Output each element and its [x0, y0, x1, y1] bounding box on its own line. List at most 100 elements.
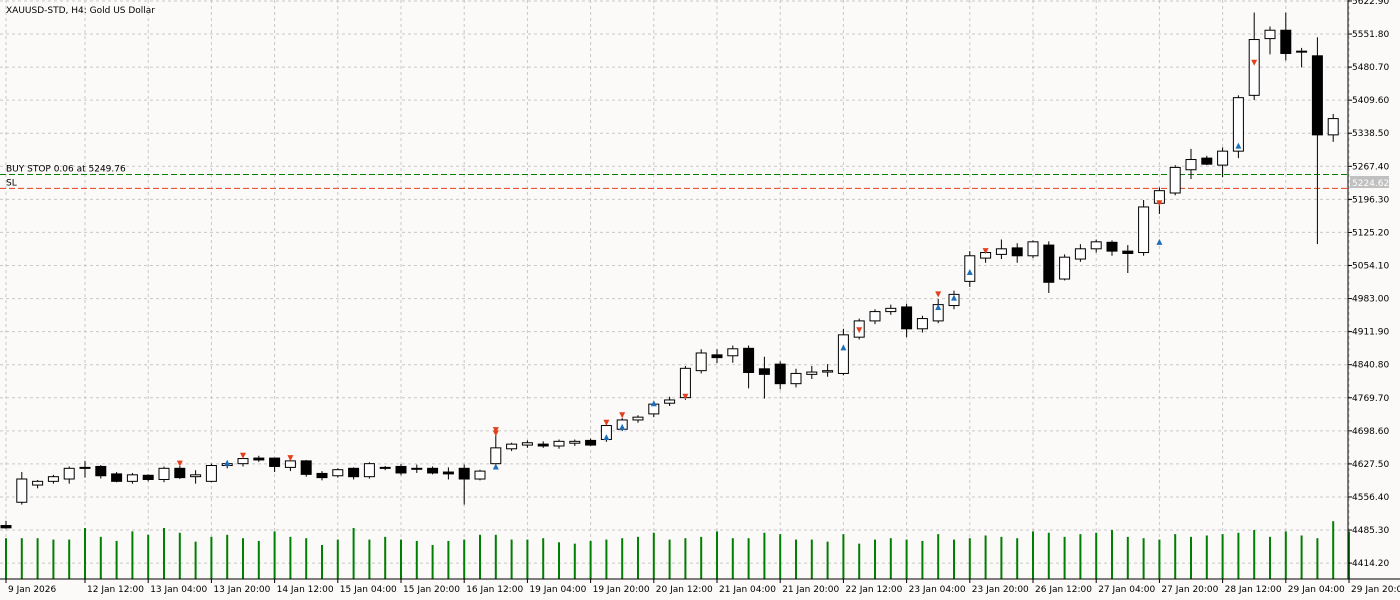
order-label: BUY STOP 0.06 at 5249.76: [6, 165, 126, 175]
y-tick-label: 4485.30: [1352, 526, 1389, 536]
candle-body: [79, 466, 91, 469]
candle-body: [1011, 247, 1023, 257]
candle-body: [727, 348, 739, 357]
candle-body: [1185, 159, 1197, 171]
candle-body: [427, 467, 439, 474]
trade-markers: [176, 59, 1258, 470]
x-tick-label: 13 Jan 20:00: [213, 585, 270, 595]
candle-body: [95, 465, 107, 477]
candle-body: [237, 458, 249, 465]
candle-body: [537, 443, 549, 447]
candle-body: [1327, 118, 1339, 136]
candle-body: [632, 416, 644, 421]
current-price-label: 5224.62: [1350, 176, 1389, 189]
x-tick-label: 13 Jan 04:00: [150, 585, 207, 595]
x-tick-label: 28 Jan 12:00: [1225, 585, 1282, 595]
candle-body: [411, 467, 423, 470]
candle-body: [1122, 250, 1134, 254]
y-axis-ticks: 5622.90 5551.80 5480.70 5409.60 5338.50 5267.…: [1348, 0, 1389, 569]
y-tick-label: 5267.40: [1352, 162, 1389, 172]
candle-body: [253, 457, 265, 461]
candle-body: [395, 465, 407, 474]
candle-body: [269, 457, 281, 467]
sell-deal-marker: [287, 455, 294, 462]
candle-body: [869, 311, 881, 322]
candle-body: [1232, 97, 1244, 152]
x-tick-label: 15 Jan 20:00: [403, 585, 460, 595]
candle-body: [442, 471, 454, 475]
axes: [0, 0, 1400, 580]
candle-body: [1264, 29, 1276, 40]
chart-grid: [0, 0, 1350, 579]
candle-body: [474, 470, 486, 480]
candle-body: [16, 478, 28, 503]
candle-body: [332, 469, 344, 477]
candle-body: [1059, 256, 1071, 280]
y-tick-label: 5409.60: [1352, 96, 1389, 106]
candle-body: [758, 368, 770, 375]
current-price-text: 5224.62: [1352, 179, 1389, 189]
candle-body: [711, 354, 723, 359]
candle-body: [111, 473, 123, 482]
candle-body: [1027, 241, 1039, 257]
candle-body: [774, 363, 786, 385]
y-tick-label: 4556.40: [1352, 493, 1389, 503]
candle-body: [1280, 29, 1292, 54]
x-tick-label: 26 Jan 12:00: [1035, 585, 1092, 595]
y-tick-label: 5338.50: [1352, 129, 1389, 139]
y-tick-label: 5196.30: [1352, 195, 1389, 205]
candle-body: [1248, 39, 1260, 96]
candle-body: [1074, 248, 1086, 260]
y-tick-label: 4911.90: [1352, 328, 1389, 338]
x-tick-label: 12 Jan 12:00: [87, 585, 144, 595]
y-tick-label: 5622.90: [1352, 0, 1389, 7]
candle-body: [284, 460, 296, 468]
sell-deal-marker: [982, 248, 989, 255]
order-lines[interactable]: BUY STOP 0.06 at 5249.76 SL: [0, 165, 1348, 189]
candle-body: [1138, 206, 1150, 254]
sell-deal-marker: [1156, 200, 1163, 207]
sell-deal-marker: [240, 452, 246, 459]
candle-body: [995, 248, 1007, 255]
sell-deal-marker: [856, 327, 863, 334]
buy-deal-marker: [650, 400, 657, 407]
chart-title: XAUUSD-STD, H4: Gold US Dollar: [6, 6, 155, 16]
sell-deal-marker: [619, 412, 626, 419]
candle-body: [885, 307, 897, 313]
candle-body: [679, 367, 691, 399]
candle-body: [743, 347, 755, 374]
candle-body: [379, 466, 391, 469]
buy-deal-marker: [619, 423, 626, 430]
x-tick-label: 27 Jan 04:00: [1098, 585, 1155, 595]
candle-body: [205, 465, 217, 482]
order-label: SL: [6, 178, 17, 188]
candle-body: [32, 480, 44, 486]
buy-deal-marker: [966, 269, 973, 276]
y-tick-label: 5480.70: [1352, 63, 1389, 73]
x-tick-label: 21 Jan 04:00: [719, 585, 776, 595]
candle-body: [806, 371, 818, 375]
buy-deal-marker: [935, 303, 942, 310]
candle-body: [174, 467, 186, 479]
candle-body: [901, 306, 913, 330]
x-tick-label: 29 Jan 20:00: [1351, 585, 1400, 595]
candle-body: [47, 476, 59, 482]
buy-deal-marker: [603, 434, 610, 441]
sell-deal-marker: [1251, 59, 1258, 66]
candle-body: [300, 460, 312, 475]
candle-body: [1090, 241, 1102, 250]
x-tick-label: 16 Jan 12:00: [466, 585, 523, 595]
candlestick-series: [0, 12, 1339, 529]
candle-body: [964, 255, 976, 282]
x-tick-label: 9 Jan 2026: [8, 585, 56, 595]
candle-body: [664, 399, 676, 404]
x-tick-label: 20 Jan 12:00: [656, 585, 713, 595]
y-tick-label: 4627.50: [1352, 460, 1389, 470]
y-tick-label: 5551.80: [1352, 30, 1389, 40]
candle-body: [1169, 166, 1181, 194]
candle-body: [348, 467, 360, 478]
candle-body: [1296, 50, 1308, 53]
x-tick-label: 14 Jan 12:00: [277, 585, 334, 595]
y-tick-label: 4414.20: [1352, 559, 1389, 569]
